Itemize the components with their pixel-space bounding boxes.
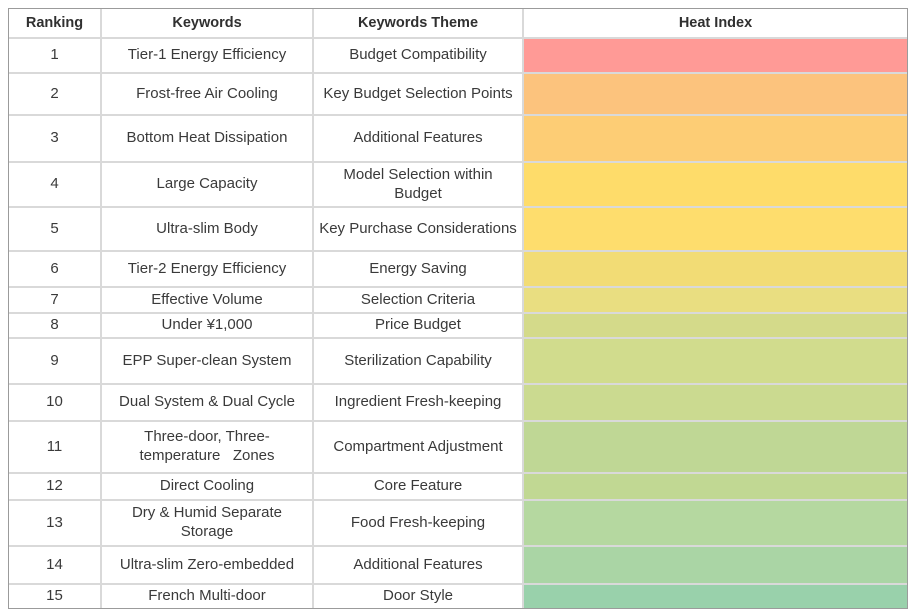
table-row: 1 Tier-1 Energy Efficiency Budget Compat… [9,37,907,72]
keywords-theme-cell: Selection Criteria [312,288,522,312]
table-row: 10 Dual System & Dual Cycle Ingredient F… [9,383,907,420]
ranking-cell: 6 [50,259,59,277]
table-row: 4 Large Capacity Model Selection within … [9,161,907,206]
keywords-theme-cell: Energy Saving [312,252,522,286]
ranking-cell: 10 [46,393,63,411]
keywords-theme-cell: Model Selection within Budget [312,163,522,206]
keywords-cell: Ultra-slim Body [100,208,312,250]
table-header: Ranking Keywords Keywords Theme Heat Ind… [9,9,907,37]
header-keywords-theme: Keywords Theme [312,9,522,37]
heat-index-bar [522,385,907,420]
table-row: 11 Three-door, Three- temperature Zones … [9,420,907,472]
heat-index-bar [522,547,907,583]
heat-index-bar [522,422,907,472]
keywords-theme-cell: Additional Features [312,547,522,583]
heat-index-bar [522,74,907,114]
keywords-cell: Tier-1 Energy Efficiency [100,39,312,72]
table-row: 12 Direct Cooling Core Feature [9,472,907,499]
heat-index-bar [522,339,907,383]
keyword-heat-table: Ranking Keywords Keywords Theme Heat Ind… [8,8,908,609]
ranking-cell: 9 [50,351,59,369]
keywords-theme-cell: Additional Features [312,116,522,161]
ranking-cell: 5 [50,219,59,237]
keywords-cell: French Multi-door [100,585,312,608]
keywords-theme-cell: Compartment Adjustment [312,422,522,472]
ranking-cell: 12 [46,477,63,495]
keywords-theme-cell: Budget Compatibility [312,39,522,72]
table-row: 7 Effective Volume Selection Criteria [9,286,907,312]
table-row: 8 Under ¥1,000 Price Budget [9,312,907,337]
keywords-cell: Frost-free Air Cooling [100,74,312,114]
header-heat-index: Heat Index [522,9,907,37]
heat-index-bar [522,474,907,499]
table-row: 14 Ultra-slim Zero-embedded Additional F… [9,545,907,583]
ranking-cell: 7 [50,290,59,308]
table-row: 3 Bottom Heat Dissipation Additional Fea… [9,114,907,161]
keywords-cell: Large Capacity [100,163,312,206]
ranking-cell: 8 [50,316,59,334]
keywords-cell: Direct Cooling [100,474,312,499]
keywords-cell: Effective Volume [100,288,312,312]
ranking-cell: 13 [46,513,63,531]
keywords-theme-cell: Key Purchase Considerations [312,208,522,250]
ranking-cell: 1 [50,46,59,64]
table-row: 15 French Multi-door Door Style [9,583,907,608]
heat-index-bar [522,163,907,206]
header-keywords: Keywords [100,9,312,37]
keywords-cell: Dry & Humid Separate Storage [100,501,312,545]
heat-index-bar [522,585,907,608]
keywords-cell: Under ¥1,000 [100,314,312,337]
heat-index-bar [522,288,907,312]
keywords-theme-cell: Ingredient Fresh-keeping [312,385,522,420]
table-row: 2 Frost-free Air Cooling Key Budget Sele… [9,72,907,114]
ranking-cell: 4 [50,175,59,193]
ranking-cell: 15 [46,587,63,605]
keywords-theme-cell: Door Style [312,585,522,608]
header-ranking: Ranking [25,14,84,31]
table-row: 5 Ultra-slim Body Key Purchase Considera… [9,206,907,250]
keywords-cell: Three-door, Three- temperature Zones [100,422,312,472]
keywords-cell: EPP Super-clean System [100,339,312,383]
heat-index-bar [522,314,907,337]
keywords-cell: Dual System & Dual Cycle [100,385,312,420]
keywords-cell: Bottom Heat Dissipation [100,116,312,161]
keywords-theme-cell: Food Fresh-keeping [312,501,522,545]
keywords-theme-cell: Price Budget [312,314,522,337]
table-row: 6 Tier-2 Energy Efficiency Energy Saving [9,250,907,286]
ranking-cell: 11 [46,437,63,455]
ranking-cell: 3 [50,129,59,147]
keywords-theme-cell: Key Budget Selection Points [312,74,522,114]
keywords-cell: Tier-2 Energy Efficiency [100,252,312,286]
table-row: 13 Dry & Humid Separate Storage Food Fre… [9,499,907,545]
heat-index-bar [522,208,907,250]
ranking-cell: 14 [46,555,63,573]
ranking-cell: 2 [50,84,59,102]
keywords-theme-cell: Sterilization Capability [312,339,522,383]
heat-index-bar [522,116,907,161]
heat-index-bar [522,501,907,545]
keywords-cell: Ultra-slim Zero-embedded [100,547,312,583]
heat-index-bar [522,39,907,72]
table-row: 9 EPP Super-clean System Sterilization C… [9,337,907,383]
keywords-theme-cell: Core Feature [312,474,522,499]
heat-index-bar [522,252,907,286]
